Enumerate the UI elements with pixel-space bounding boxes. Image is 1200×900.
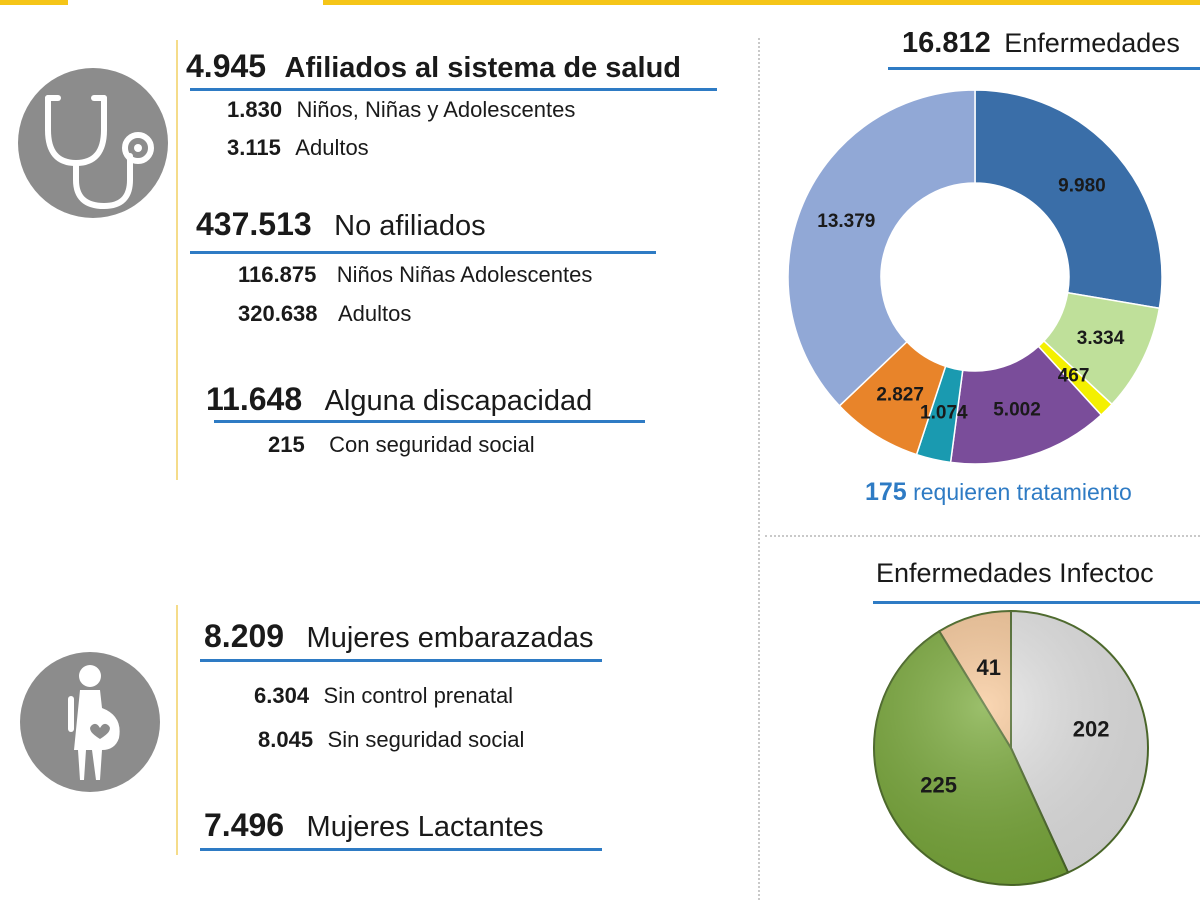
disability-row: 11.648 Alguna discapacidad: [206, 381, 592, 418]
not-affiliated-value: 437.513: [196, 206, 312, 242]
pregnant-no-prenatal-value: 6.304: [254, 683, 310, 708]
pie-chart-underline: [873, 601, 1200, 604]
not-affiliated-adults-row: 320.638 Adultos: [238, 301, 411, 327]
donut-label-1: 3.334: [1077, 328, 1125, 349]
chart-divider: [765, 535, 1200, 537]
affiliated-children-value: 1.830: [227, 97, 283, 122]
affiliated-adults-row: 3.115 Adultos: [227, 135, 369, 161]
treatment-note-label: requieren tratamiento: [913, 479, 1132, 505]
affiliated-row: 4.945 Afiliados al sistema de salud: [186, 48, 681, 85]
affiliated-value: 4.945: [186, 48, 267, 84]
disability-label: Alguna discapacidad: [324, 385, 593, 417]
pregnant-no-prenatal-row: 6.304 Sin control prenatal: [254, 683, 513, 709]
treatment-note: 175 requieren tratamiento: [865, 478, 1132, 507]
pregnant-no-prenatal-label: Sin control prenatal: [323, 683, 514, 708]
not-affiliated-adults-label: Adultos: [337, 301, 412, 326]
not-affiliated-row: 437.513 No afiliados: [196, 206, 486, 243]
not-affiliated-adults-value: 320.638: [238, 301, 318, 326]
pregnant-no-social-security-row: 8.045 Sin seguridad social: [258, 727, 524, 753]
not-affiliated-children-label: Niños Niñas Adolescentes: [336, 262, 593, 287]
pie-label-1: 225: [920, 772, 957, 797]
pregnant-row: 8.209 Mujeres embarazadas: [204, 618, 593, 655]
affiliated-children-row: 1.830 Niños, Niñas y Adolescentes: [227, 97, 575, 123]
lactating-row: 7.496 Mujeres Lactantes: [204, 807, 544, 844]
stethoscope-icon: [18, 68, 168, 218]
affiliated-children-label: Niños, Niñas y Adolescentes: [296, 97, 576, 122]
disability-social-security-value: 215: [268, 432, 305, 457]
pregnant-label: Mujeres embarazadas: [306, 622, 594, 654]
donut-label-0: 9.980: [1058, 176, 1106, 197]
disability-underline: [214, 420, 645, 423]
donut-label-2: 467: [1058, 365, 1090, 386]
pie-shading: [874, 611, 1148, 885]
donut-label-4: 1.074: [920, 403, 968, 424]
lactating-label: Mujeres Lactantes: [306, 811, 544, 843]
pregnant-no-social-security-value: 8.045: [258, 727, 314, 752]
affiliated-adults-value: 3.115: [227, 135, 281, 160]
pregnant-woman-icon: [20, 652, 160, 792]
affiliated-underline: [190, 88, 717, 91]
pie-chart: 202 225 41: [873, 609, 1149, 886]
top-accent-bar-left: [0, 0, 68, 5]
donut-slice-6: [787, 89, 976, 407]
not-affiliated-label: No afiliados: [334, 210, 486, 242]
pregnant-no-social-security-label: Sin seguridad social: [327, 727, 525, 752]
donut-slice-0: [974, 89, 1163, 310]
not-affiliated-children-row: 116.875 Niños Niñas Adolescentes: [238, 262, 592, 288]
pregnant-underline: [200, 659, 602, 662]
affiliated-label: Afiliados al sistema de salud: [284, 52, 682, 84]
treatment-note-value: 175: [865, 478, 907, 506]
donut-label-3: 5.002: [993, 400, 1041, 421]
pie-chart-title: Enfermedades Infectoc: [876, 558, 1154, 588]
affiliated-adults-label: Adultos: [295, 135, 369, 160]
top-accent-bar-right: [323, 0, 1200, 5]
not-affiliated-underline: [190, 251, 656, 254]
disability-value: 11.648: [206, 381, 303, 417]
not-affiliated-children-value: 116.875: [238, 262, 317, 287]
donut-chart-title: 16.812 Enfermedades: [902, 27, 1180, 60]
lactating-value: 7.496: [204, 807, 285, 843]
donut-chart-title-value: 16.812: [902, 27, 991, 59]
lactating-underline: [200, 848, 602, 851]
section-divider-health: [176, 40, 178, 480]
donut-chart-underline: [888, 67, 1200, 70]
donut-chart-title-label: Enfermedades: [1004, 28, 1180, 58]
column-divider: [758, 38, 760, 900]
disability-social-security-label: Con seguridad social: [329, 432, 535, 457]
pie-label-0: 202: [1073, 716, 1110, 741]
pie-label-2: 41: [976, 655, 1000, 680]
donut-label-5: 2.827: [876, 384, 924, 405]
section-divider-women: [176, 605, 178, 855]
pregnant-value: 8.209: [204, 618, 285, 654]
disability-social-security-row: 215 Con seguridad social: [268, 432, 535, 458]
donut-label-6: 13.379: [817, 211, 875, 232]
